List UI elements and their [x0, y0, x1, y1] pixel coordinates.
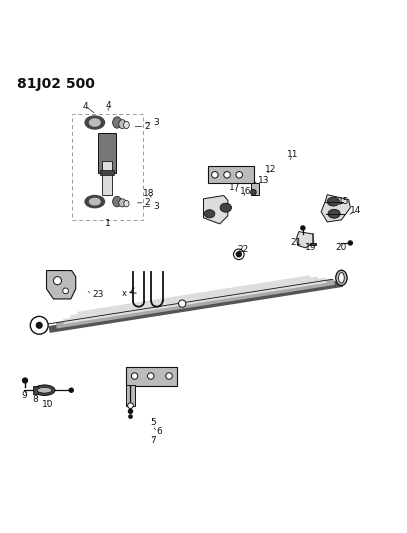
- Text: 10: 10: [42, 400, 53, 409]
- Circle shape: [129, 409, 133, 413]
- Text: 19: 19: [305, 243, 317, 252]
- Text: 4: 4: [83, 102, 89, 111]
- Ellipse shape: [113, 196, 122, 207]
- Circle shape: [234, 249, 244, 260]
- Circle shape: [348, 241, 352, 245]
- Text: 16: 16: [241, 187, 252, 196]
- Text: 18: 18: [143, 189, 155, 198]
- Ellipse shape: [336, 270, 347, 286]
- Ellipse shape: [37, 387, 52, 393]
- Text: 7: 7: [150, 437, 155, 446]
- Ellipse shape: [85, 116, 105, 129]
- Text: 12: 12: [265, 165, 276, 174]
- Circle shape: [69, 388, 73, 392]
- Polygon shape: [297, 232, 314, 248]
- Text: x: x: [122, 289, 127, 298]
- Text: 2: 2: [144, 198, 150, 207]
- Text: 14: 14: [350, 206, 361, 215]
- Text: 6: 6: [157, 427, 163, 437]
- Bar: [251, 182, 259, 195]
- Circle shape: [251, 189, 256, 195]
- Polygon shape: [321, 195, 350, 222]
- Ellipse shape: [85, 196, 105, 208]
- Bar: [98, 133, 116, 173]
- Ellipse shape: [90, 119, 100, 126]
- Text: 3: 3: [153, 118, 159, 127]
- Ellipse shape: [328, 209, 340, 218]
- Circle shape: [301, 226, 305, 230]
- Text: 3: 3: [153, 203, 159, 212]
- Circle shape: [36, 322, 42, 328]
- Circle shape: [224, 172, 230, 178]
- Ellipse shape: [34, 385, 55, 395]
- Bar: [127, 367, 177, 386]
- Circle shape: [147, 373, 154, 379]
- Text: 8: 8: [32, 395, 38, 404]
- Circle shape: [128, 403, 133, 408]
- Bar: [127, 385, 136, 406]
- Text: 21: 21: [290, 238, 302, 247]
- Circle shape: [212, 172, 218, 178]
- Ellipse shape: [327, 197, 339, 206]
- Text: 4: 4: [105, 101, 111, 110]
- Text: 11: 11: [287, 150, 298, 159]
- Circle shape: [30, 317, 48, 334]
- Ellipse shape: [119, 199, 126, 207]
- Circle shape: [131, 373, 138, 379]
- Circle shape: [166, 373, 172, 379]
- Circle shape: [63, 288, 68, 294]
- Text: 22: 22: [238, 245, 249, 254]
- Text: 20: 20: [336, 243, 347, 252]
- Bar: [310, 243, 316, 245]
- Text: 81J02 500: 81J02 500: [17, 77, 95, 91]
- Ellipse shape: [220, 203, 232, 212]
- Ellipse shape: [113, 117, 122, 128]
- Ellipse shape: [339, 272, 344, 283]
- Bar: [33, 386, 38, 394]
- Bar: [208, 166, 254, 183]
- Text: 2: 2: [144, 122, 150, 131]
- Ellipse shape: [90, 198, 100, 205]
- Text: 13: 13: [258, 175, 270, 184]
- Circle shape: [236, 252, 241, 257]
- Text: 1: 1: [105, 220, 111, 229]
- Polygon shape: [46, 271, 76, 299]
- Circle shape: [129, 415, 132, 418]
- Text: 5: 5: [150, 418, 155, 427]
- Circle shape: [23, 378, 27, 383]
- Bar: [100, 170, 114, 175]
- Circle shape: [236, 172, 243, 178]
- Ellipse shape: [124, 200, 129, 207]
- Ellipse shape: [119, 120, 126, 128]
- Ellipse shape: [204, 209, 215, 218]
- Text: 15: 15: [338, 197, 349, 206]
- Text: 17: 17: [230, 183, 241, 192]
- Ellipse shape: [124, 122, 129, 128]
- Bar: [102, 161, 112, 195]
- Circle shape: [179, 300, 186, 307]
- Polygon shape: [204, 196, 228, 224]
- Circle shape: [53, 277, 61, 285]
- Text: 9: 9: [21, 391, 27, 400]
- Text: 23: 23: [92, 289, 103, 298]
